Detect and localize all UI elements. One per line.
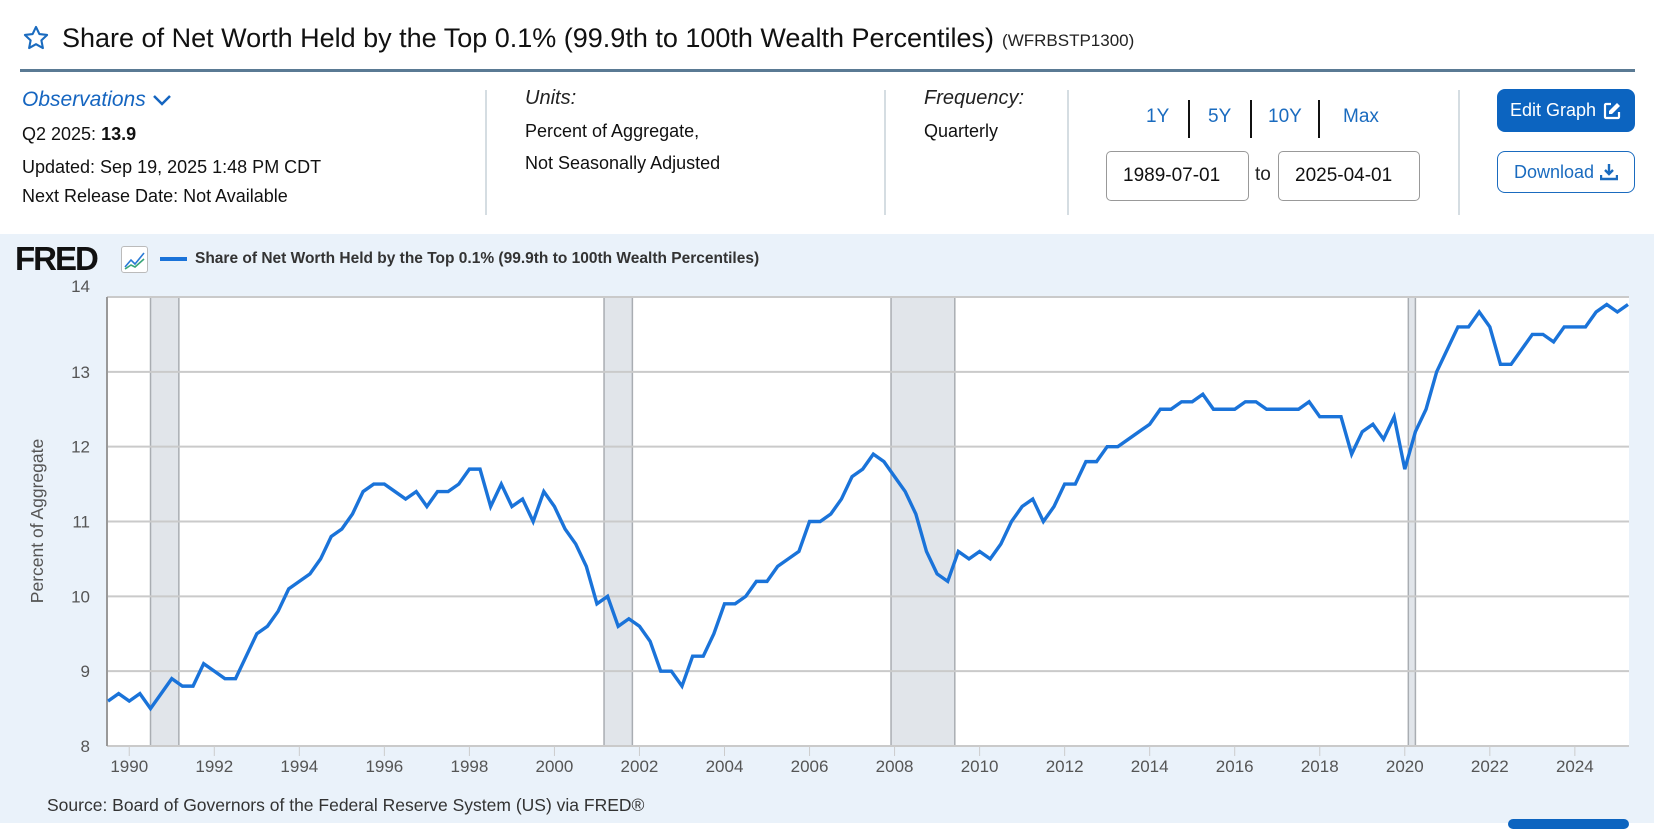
y-tick-label: 9 xyxy=(81,662,90,681)
x-tick-label: 2012 xyxy=(1046,757,1084,776)
x-tick-label: 2016 xyxy=(1216,757,1254,776)
y-tick-label: 8 xyxy=(81,737,90,756)
y-axis-ticks: 8 9 10 11 12 13 14 xyxy=(71,277,90,756)
x-axis-ticks: 1990 1992 1994 1996 1998 2000 2002 2004 2006 2008… xyxy=(110,746,1593,776)
x-tick-label: 1996 xyxy=(365,757,403,776)
y-tick-label: 11 xyxy=(72,513,90,532)
x-tick-label: 1994 xyxy=(280,757,318,776)
x-tick-label: 1998 xyxy=(450,757,488,776)
x-tick-label: 2004 xyxy=(706,757,744,776)
x-tick-label: 1990 xyxy=(110,757,148,776)
y-tick-label: 14 xyxy=(71,277,90,296)
x-tick-label: 2020 xyxy=(1386,757,1424,776)
y-tick-label: 12 xyxy=(71,438,90,457)
x-tick-label: 2018 xyxy=(1301,757,1339,776)
x-tick-label: 1992 xyxy=(195,757,233,776)
y-axis-title: Percent of Aggregate xyxy=(27,439,47,603)
y-tick-label: 10 xyxy=(71,587,90,606)
y-tick-label: 13 xyxy=(71,363,90,382)
x-tick-label: 2010 xyxy=(961,757,999,776)
x-tick-label: 2014 xyxy=(1131,757,1169,776)
partial-button[interactable] xyxy=(1508,819,1629,829)
x-tick-label: 2000 xyxy=(536,757,574,776)
x-tick-label: 2024 xyxy=(1556,757,1594,776)
x-tick-label: 2022 xyxy=(1471,757,1509,776)
x-tick-label: 2006 xyxy=(791,757,829,776)
x-tick-label: 2002 xyxy=(621,757,659,776)
x-tick-label: 2008 xyxy=(876,757,914,776)
source-text: Source: Board of Governors of the Federa… xyxy=(47,795,644,816)
